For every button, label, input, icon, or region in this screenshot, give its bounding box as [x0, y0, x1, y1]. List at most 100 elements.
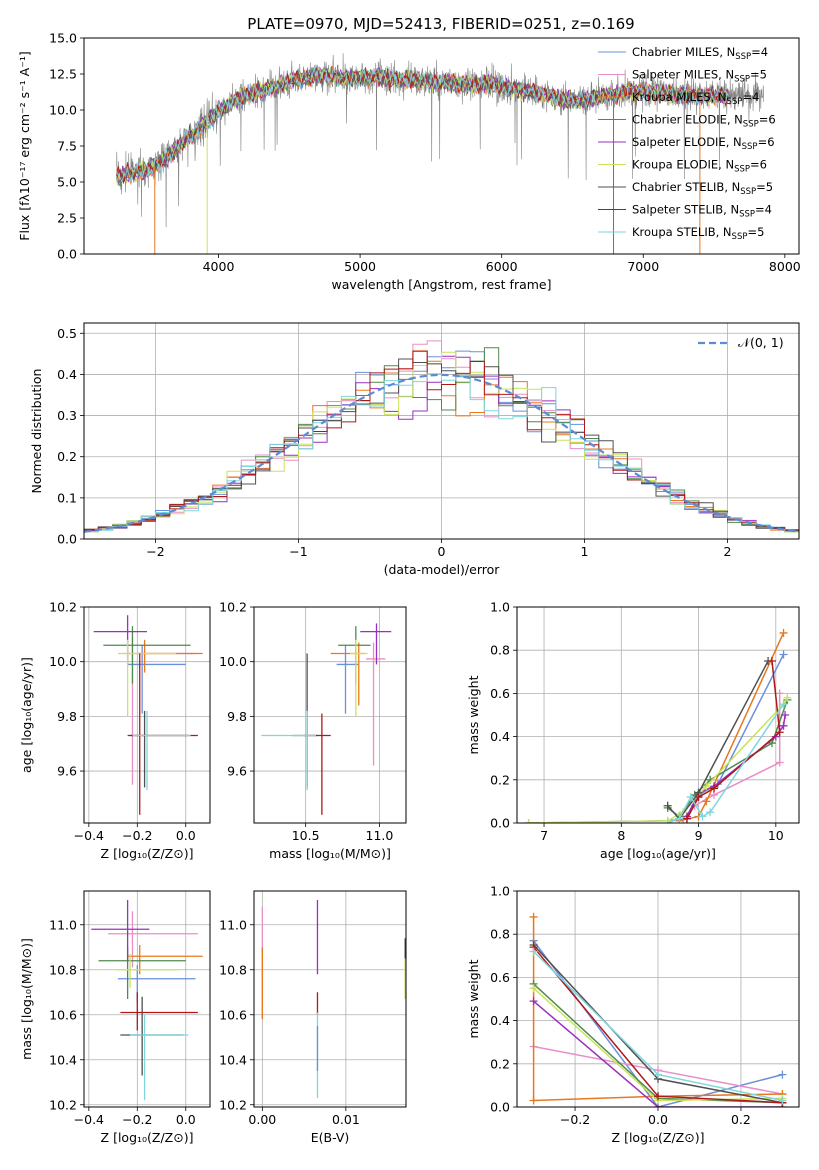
legend-suffix: =6	[759, 113, 776, 127]
y-tick-label: 15.0	[49, 31, 77, 46]
legend-subscript: SSP	[734, 75, 750, 85]
y-tick-label: 10.0	[219, 654, 247, 669]
series-marker	[663, 819, 672, 823]
x-axis-label: E(B-V)	[311, 1130, 350, 1145]
series-marker	[702, 797, 711, 806]
y-tick-label: 10.8	[49, 962, 77, 977]
legend-entry: Chabrier ELODIE, NSSP=6	[632, 113, 776, 130]
panel-weight_vs_age: 7 8 9 10 0.0 0.2 0.4 0.6 0.8 1.0 age [log₁₀(age/yr…	[466, 600, 800, 862]
y-tick-label: 10.6	[49, 1007, 77, 1022]
axes-frame	[516, 606, 800, 824]
series-marker	[529, 912, 538, 921]
series-line	[667, 660, 769, 820]
panel-age_vs_Z: −0.4 −0.2 0.0 9.6 9.8 10.0 10.2 Z [log₁₀(Z/Z⊙)]…	[19, 600, 211, 861]
grid	[254, 891, 406, 1107]
y-tick-label: 10.2	[219, 600, 247, 615]
series-line	[667, 699, 789, 818]
errorbar-point	[127, 653, 198, 815]
y-tick-label: 5.0	[57, 175, 77, 190]
y-tick-label: 0.4	[490, 729, 510, 744]
plot-area	[524, 628, 792, 823]
legend-text: Salpeter STELIB, N	[632, 203, 739, 217]
x-tick-label: 0.00	[248, 1112, 276, 1127]
errorbar-point	[98, 947, 186, 999]
x-axis-label: wavelength [Angstrom, rest frame]	[331, 277, 551, 292]
y-tick-label: 0.1	[57, 490, 77, 505]
errorbar-point	[122, 637, 196, 785]
y-axis-label: age [log₁₀(age/yr)]	[19, 657, 34, 773]
errorbar-point	[130, 710, 189, 788]
series-marker	[702, 782, 711, 791]
x-tick-label: 0.2	[731, 1112, 751, 1127]
histogram-kroupa-stelib	[84, 373, 799, 533]
series-marker	[675, 814, 684, 823]
x-tick-label: 6000	[486, 259, 518, 274]
axes: −2 −1 0 1 2 0.0 0.1 0.2 0.3 0.4 0.5 (data-model)/er…	[29, 326, 731, 577]
series-marker	[779, 628, 788, 637]
series-marker	[686, 793, 695, 802]
legend-subscript: SSP	[740, 187, 756, 197]
axes-frame	[516, 890, 800, 1108]
panel-mass_vs_Z: −0.4 −0.2 0.0 10.2 10.4 10.6 10.8 11.0 Z [log₁₀(…	[19, 890, 211, 1145]
x-tick-label: 0	[438, 544, 446, 559]
legend-subscript: SSP	[742, 142, 758, 152]
axes-frame	[83, 37, 800, 255]
errorbar-point	[330, 642, 365, 706]
panel-mass_vs_ebv: 0.00 0.01 10.2 10.4 10.6 10.8 11.0 E(B-V)	[219, 890, 407, 1145]
y-tick-label: 10.0	[49, 103, 77, 118]
x-tick-label: 10.5	[292, 828, 320, 843]
legend: 𝒩(0, 1)	[698, 335, 784, 350]
x-axis-label: age [log₁₀(age/yr)]	[600, 846, 716, 861]
legend-entry: Kroupa STELIB, NSSP=5	[632, 225, 764, 242]
series-marker	[706, 808, 715, 817]
legend-subscript: SSP	[734, 165, 750, 175]
errorbar-point	[103, 626, 191, 684]
axes: 7 8 9 10 0.0 0.2 0.4 0.6 0.8 1.0 age [log₁₀(age/yr…	[466, 600, 784, 862]
errorbar-point	[108, 911, 198, 968]
grid	[254, 606, 406, 823]
series-line	[528, 697, 789, 823]
series-marker	[778, 1096, 787, 1105]
y-tick-label: 1.0	[490, 884, 510, 899]
series-marker	[779, 721, 788, 730]
x-tick-label: 0.0	[176, 1112, 196, 1127]
errorbar-point	[261, 710, 316, 791]
x-tick-label: −2	[146, 544, 164, 559]
model-spectrum-salpeter-stelib	[116, 66, 729, 185]
y-tick-label: 10.2	[49, 1097, 77, 1112]
series-line	[686, 660, 781, 820]
axes-frame	[83, 606, 211, 824]
y-tick-label: 11.0	[219, 917, 247, 932]
x-tick-label: −0.2	[560, 1112, 590, 1127]
x-tick-label: −0.4	[74, 1112, 104, 1127]
y-tick-label: 9.8	[227, 709, 247, 724]
x-tick-label: −0.2	[122, 1112, 152, 1127]
y-tick-label: 0.0	[490, 816, 510, 831]
x-tick-label: −1	[289, 544, 307, 559]
x-tick-label: 4000	[203, 259, 235, 274]
y-axis-label: Normed distribution	[29, 369, 44, 494]
legend-text: Chabrier ELODIE, N	[632, 113, 743, 127]
errorbar-point	[115, 954, 179, 988]
legend-suffix: =5	[747, 225, 764, 239]
plot-area	[93, 615, 203, 815]
y-tick-label: 0.6	[490, 970, 510, 985]
series-line	[532, 916, 783, 1102]
model-spectrum-kroupa-stelib	[116, 67, 729, 182]
y-tick-label: 0.3	[57, 408, 77, 423]
errorbar-point	[93, 615, 147, 665]
legend-text: Kroupa ELODIE, N	[632, 158, 734, 172]
legend-text: Salpeter MILES, N	[632, 68, 734, 82]
x-tick-label: −0.2	[122, 828, 152, 843]
errorbar-point	[117, 639, 177, 717]
series-line	[528, 654, 785, 823]
legend-entry: 𝒩(0, 1)	[738, 335, 784, 350]
axes-frame	[83, 322, 800, 540]
series-marker	[775, 758, 784, 767]
series-marker	[694, 793, 703, 802]
legend-text: Chabrier STELIB, N	[632, 180, 740, 194]
legend-suffix: =5	[756, 180, 773, 194]
x-tick-label: 0.0	[176, 828, 196, 843]
x-tick-label: 8000	[769, 259, 801, 274]
